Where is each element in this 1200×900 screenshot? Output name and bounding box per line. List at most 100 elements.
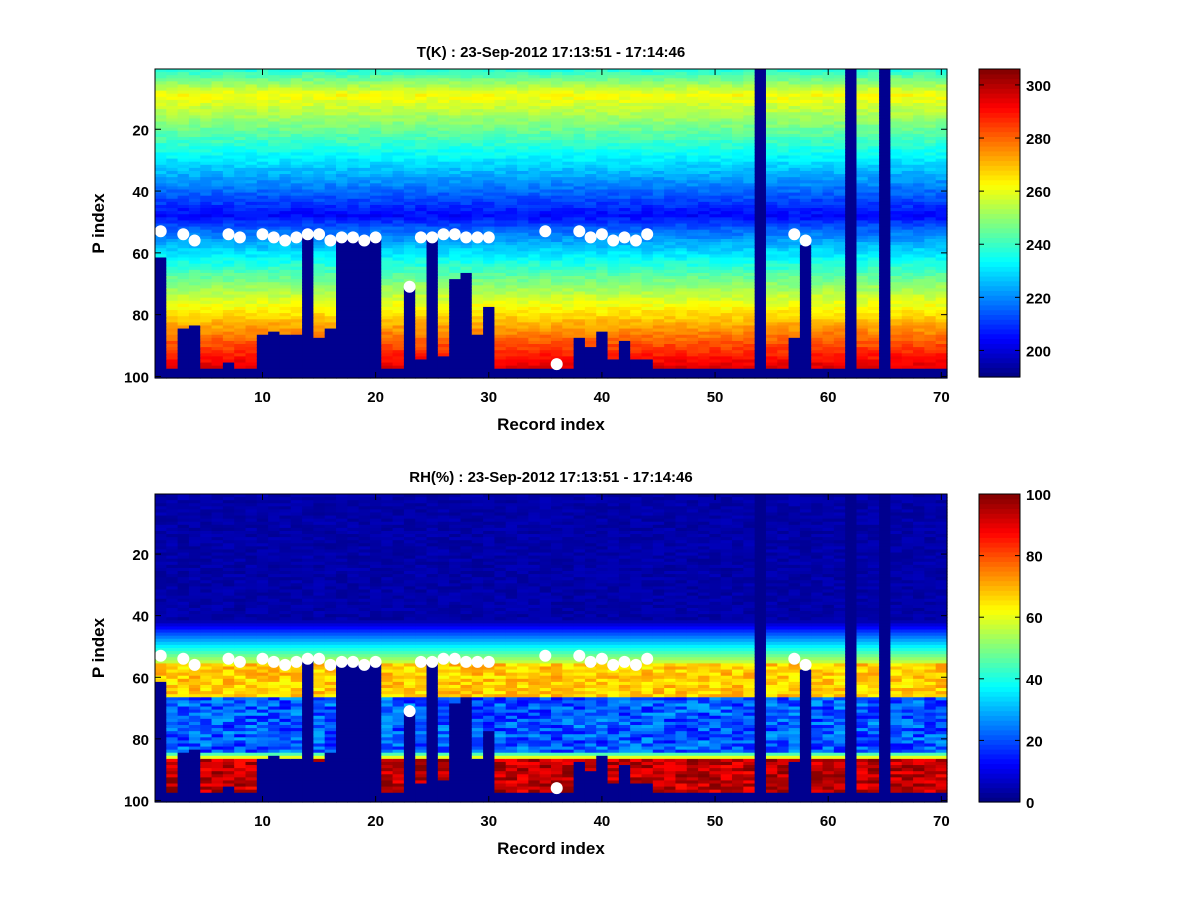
- heatmap-cell: [245, 294, 258, 299]
- heatmap-cell: [200, 124, 213, 129]
- heatmap-cell: [200, 192, 213, 197]
- heatmap-cell: [279, 146, 292, 150]
- heatmap-cell: [313, 115, 326, 120]
- heatmap-cell: [211, 319, 224, 323]
- heatmap-cell: [155, 118, 167, 123]
- heatmap-cell: [290, 257, 303, 262]
- heatmap-cell: [302, 93, 314, 98]
- heatmap-cell: [302, 161, 314, 166]
- heatmap-cell: [200, 189, 213, 194]
- heatmap-cell: [188, 217, 201, 222]
- heatmap-cell: [200, 72, 213, 76]
- heatmap-cell: [200, 84, 213, 89]
- heatmap-cell: [245, 362, 258, 367]
- heatmap-cell: [200, 238, 213, 243]
- heatmap-cell: [302, 195, 314, 200]
- heatmap-cell: [256, 214, 269, 218]
- heatmap-cell: [268, 245, 281, 249]
- heatmap-cell: [166, 152, 179, 157]
- heatmap-cell: [324, 303, 337, 308]
- heatmap-cell: [302, 96, 314, 101]
- heatmap-cell: [256, 96, 269, 101]
- heatmap-cell: [166, 136, 179, 141]
- heatmap-cell: [279, 226, 292, 231]
- heatmap-cell: [268, 310, 281, 314]
- heatmap-cell: [234, 368, 247, 373]
- heatmap-cell: [234, 245, 247, 249]
- heatmap-cell: [177, 223, 190, 228]
- heatmap-cell: [256, 174, 269, 178]
- heatmap-cell: [234, 72, 247, 76]
- heatmap-cell: [155, 72, 167, 76]
- heatmap-cell: [336, 78, 348, 82]
- heatmap-cell: [234, 303, 247, 308]
- heatmap-cell: [245, 115, 258, 120]
- heatmap-cell: [222, 81, 235, 86]
- heatmap-cell: [256, 180, 269, 184]
- heatmap-cell: [290, 195, 303, 200]
- heatmap-cell: [290, 146, 303, 150]
- heatmap-cell: [290, 72, 303, 76]
- heatmap-cell: [177, 127, 190, 132]
- heatmap-cell: [211, 96, 224, 101]
- heatmap-cell: [211, 192, 224, 197]
- heatmap-cell: [222, 303, 235, 308]
- heatmap-cell: [222, 155, 235, 160]
- heatmap-cell: [177, 294, 190, 299]
- heatmap-cell: [245, 121, 258, 126]
- heatmap-cell: [155, 112, 167, 116]
- heatmap-cell: [279, 130, 292, 135]
- heatmap-cell: [313, 238, 326, 243]
- heatmap-cell: [313, 81, 326, 86]
- heatmap-cell: [177, 245, 190, 249]
- heatmap-cell: [256, 149, 269, 154]
- heatmap-cell: [234, 371, 247, 376]
- heatmap-cell: [279, 121, 292, 126]
- heatmap-cell: [200, 133, 213, 138]
- heatmap-cell: [245, 170, 258, 175]
- heatmap-cell: [155, 192, 167, 197]
- heatmap-cell: [279, 276, 292, 280]
- heatmap-cell: [188, 72, 201, 76]
- heatmap-cell: [302, 340, 314, 345]
- heatmap-cell: [290, 220, 303, 225]
- heatmap-cell: [211, 106, 224, 110]
- heatmap-cell: [245, 279, 258, 283]
- heatmap-cell: [347, 99, 360, 104]
- heatmap-cell: [166, 69, 179, 73]
- heatmap-cell: [155, 257, 167, 262]
- heatmap-cell: [302, 152, 314, 157]
- heatmap-cell: [290, 334, 303, 339]
- heatmap-cell: [211, 146, 224, 150]
- heatmap-cell: [188, 279, 201, 283]
- heatmap-cell: [245, 235, 258, 240]
- heatmap-cell: [324, 192, 337, 197]
- heatmap-cell: [302, 288, 314, 293]
- heatmap-cell: [279, 177, 292, 181]
- heatmap-cell: [313, 121, 326, 126]
- heatmap-cell: [268, 198, 281, 203]
- heatmap-cell: [313, 356, 326, 361]
- heatmap-cell: [290, 359, 303, 364]
- heatmap-cell: [155, 155, 167, 160]
- heatmap-cell: [324, 195, 337, 200]
- heatmap-cell: [302, 192, 314, 197]
- heatmap-cell: [200, 90, 213, 95]
- heatmap-cell: [290, 99, 303, 104]
- heatmap-cell: [211, 130, 224, 135]
- heatmap-cell: [155, 344, 167, 348]
- heatmap-cell: [188, 127, 201, 132]
- heatmap-cell: [302, 331, 314, 336]
- heatmap-cell: [256, 263, 269, 268]
- record-column: [539, 69, 552, 379]
- heatmap-cell: [200, 245, 213, 249]
- heatmap-cell: [256, 288, 269, 293]
- heatmap-cell: [268, 353, 281, 357]
- heatmap-cell: [166, 319, 179, 323]
- heatmap-cell: [234, 152, 247, 157]
- heatmap-cell: [234, 254, 247, 259]
- heatmap-cell: [222, 124, 235, 129]
- heatmap-cell: [268, 201, 281, 206]
- heatmap-cell: [155, 356, 167, 361]
- heatmap-cell: [188, 211, 201, 215]
